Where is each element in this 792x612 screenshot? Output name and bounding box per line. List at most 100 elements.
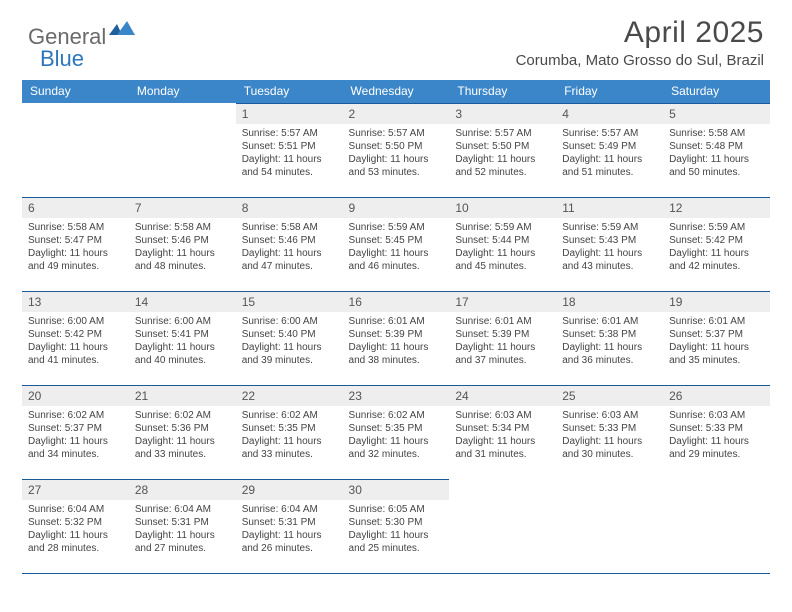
day-number: 26 (663, 385, 770, 406)
col-sunday: Sunday (22, 80, 129, 103)
day-cell: 5Sunrise: 5:58 AMSunset: 5:48 PMDaylight… (663, 103, 770, 197)
day-number: 19 (663, 291, 770, 312)
empty-day (449, 479, 556, 499)
day-content: Sunrise: 5:57 AMSunset: 5:51 PMDaylight:… (236, 124, 343, 183)
day-number: 28 (129, 479, 236, 500)
sunrise-text: Sunrise: 6:00 AM (28, 315, 123, 328)
sunset-text: Sunset: 5:48 PM (669, 140, 764, 153)
day-number: 30 (343, 479, 450, 500)
day-content: Sunrise: 6:04 AMSunset: 5:31 PMDaylight:… (129, 500, 236, 559)
daylight-text: Daylight: 11 hours and 30 minutes. (562, 435, 657, 461)
empty-day (556, 479, 663, 499)
day-number: 18 (556, 291, 663, 312)
sunrise-text: Sunrise: 5:59 AM (669, 221, 764, 234)
day-cell: 30Sunrise: 6:05 AMSunset: 5:30 PMDayligh… (343, 479, 450, 573)
sunrise-text: Sunrise: 6:04 AM (242, 503, 337, 516)
day-content: Sunrise: 6:01 AMSunset: 5:38 PMDaylight:… (556, 312, 663, 371)
sunrise-text: Sunrise: 6:02 AM (349, 409, 444, 422)
empty-day (22, 103, 129, 123)
sunrise-text: Sunrise: 6:02 AM (242, 409, 337, 422)
day-content: Sunrise: 6:00 AMSunset: 5:41 PMDaylight:… (129, 312, 236, 371)
logo-mark-icon (109, 21, 135, 41)
day-number: 27 (22, 479, 129, 500)
day-cell: 13Sunrise: 6:00 AMSunset: 5:42 PMDayligh… (22, 291, 129, 385)
day-number: 17 (449, 291, 556, 312)
day-number: 22 (236, 385, 343, 406)
day-number: 15 (236, 291, 343, 312)
day-number: 9 (343, 197, 450, 218)
sunrise-text: Sunrise: 6:04 AM (135, 503, 230, 516)
bottom-rule (22, 573, 770, 574)
day-number: 10 (449, 197, 556, 218)
day-cell: 26Sunrise: 6:03 AMSunset: 5:33 PMDayligh… (663, 385, 770, 479)
daylight-text: Daylight: 11 hours and 52 minutes. (455, 153, 550, 179)
day-content: Sunrise: 6:02 AMSunset: 5:35 PMDaylight:… (343, 406, 450, 465)
sunset-text: Sunset: 5:32 PM (28, 516, 123, 529)
sunrise-text: Sunrise: 6:03 AM (669, 409, 764, 422)
day-content: Sunrise: 6:00 AMSunset: 5:42 PMDaylight:… (22, 312, 129, 371)
day-cell: 6Sunrise: 5:58 AMSunset: 5:47 PMDaylight… (22, 197, 129, 291)
day-cell: 8Sunrise: 5:58 AMSunset: 5:46 PMDaylight… (236, 197, 343, 291)
daylight-text: Daylight: 11 hours and 41 minutes. (28, 341, 123, 367)
sunrise-text: Sunrise: 6:05 AM (349, 503, 444, 516)
sunrise-text: Sunrise: 5:58 AM (28, 221, 123, 234)
day-cell: 23Sunrise: 6:02 AMSunset: 5:35 PMDayligh… (343, 385, 450, 479)
week-row: 6Sunrise: 5:58 AMSunset: 5:47 PMDaylight… (22, 197, 770, 291)
day-content: Sunrise: 5:59 AMSunset: 5:44 PMDaylight:… (449, 218, 556, 277)
daylight-text: Daylight: 11 hours and 33 minutes. (242, 435, 337, 461)
day-number: 7 (129, 197, 236, 218)
day-number: 25 (556, 385, 663, 406)
day-content: Sunrise: 6:01 AMSunset: 5:37 PMDaylight:… (663, 312, 770, 371)
daylight-text: Daylight: 11 hours and 28 minutes. (28, 529, 123, 555)
sunset-text: Sunset: 5:40 PM (242, 328, 337, 341)
empty-day (129, 103, 236, 123)
col-tuesday: Tuesday (236, 80, 343, 103)
day-number: 6 (22, 197, 129, 218)
month-title: April 2025 (516, 16, 764, 50)
daylight-text: Daylight: 11 hours and 43 minutes. (562, 247, 657, 273)
daylight-text: Daylight: 11 hours and 49 minutes. (28, 247, 123, 273)
week-row: 13Sunrise: 6:00 AMSunset: 5:42 PMDayligh… (22, 291, 770, 385)
sunrise-text: Sunrise: 5:59 AM (562, 221, 657, 234)
day-content: Sunrise: 6:01 AMSunset: 5:39 PMDaylight:… (449, 312, 556, 371)
sunrise-text: Sunrise: 5:57 AM (349, 127, 444, 140)
day-cell: 7Sunrise: 5:58 AMSunset: 5:46 PMDaylight… (129, 197, 236, 291)
sunrise-text: Sunrise: 5:58 AM (135, 221, 230, 234)
day-content: Sunrise: 6:02 AMSunset: 5:37 PMDaylight:… (22, 406, 129, 465)
sunset-text: Sunset: 5:39 PM (455, 328, 550, 341)
sunrise-text: Sunrise: 6:04 AM (28, 503, 123, 516)
sunrise-text: Sunrise: 6:02 AM (135, 409, 230, 422)
day-number: 21 (129, 385, 236, 406)
day-number: 16 (343, 291, 450, 312)
sunset-text: Sunset: 5:36 PM (135, 422, 230, 435)
daylight-text: Daylight: 11 hours and 31 minutes. (455, 435, 550, 461)
daylight-text: Daylight: 11 hours and 45 minutes. (455, 247, 550, 273)
col-saturday: Saturday (663, 80, 770, 103)
day-content: Sunrise: 5:57 AMSunset: 5:50 PMDaylight:… (449, 124, 556, 183)
daylight-text: Daylight: 11 hours and 27 minutes. (135, 529, 230, 555)
daylight-text: Daylight: 11 hours and 29 minutes. (669, 435, 764, 461)
day-cell: 14Sunrise: 6:00 AMSunset: 5:41 PMDayligh… (129, 291, 236, 385)
day-cell: 12Sunrise: 5:59 AMSunset: 5:42 PMDayligh… (663, 197, 770, 291)
daylight-text: Daylight: 11 hours and 50 minutes. (669, 153, 764, 179)
day-cell: 2Sunrise: 5:57 AMSunset: 5:50 PMDaylight… (343, 103, 450, 197)
location-label: Corumba, Mato Grosso do Sul, Brazil (516, 52, 764, 69)
daylight-text: Daylight: 11 hours and 48 minutes. (135, 247, 230, 273)
day-cell: 4Sunrise: 5:57 AMSunset: 5:49 PMDaylight… (556, 103, 663, 197)
daylight-text: Daylight: 11 hours and 34 minutes. (28, 435, 123, 461)
col-friday: Friday (556, 80, 663, 103)
day-number: 23 (343, 385, 450, 406)
sunrise-text: Sunrise: 6:02 AM (28, 409, 123, 422)
empty-day (663, 479, 770, 499)
day-number: 5 (663, 103, 770, 124)
logo-text-blue: Blue (40, 46, 84, 72)
daylight-text: Daylight: 11 hours and 26 minutes. (242, 529, 337, 555)
day-content: Sunrise: 5:59 AMSunset: 5:43 PMDaylight:… (556, 218, 663, 277)
sunrise-text: Sunrise: 6:03 AM (562, 409, 657, 422)
day-cell: 28Sunrise: 6:04 AMSunset: 5:31 PMDayligh… (129, 479, 236, 573)
daylight-text: Daylight: 11 hours and 35 minutes. (669, 341, 764, 367)
day-content: Sunrise: 6:00 AMSunset: 5:40 PMDaylight:… (236, 312, 343, 371)
daylight-text: Daylight: 11 hours and 51 minutes. (562, 153, 657, 179)
day-cell: 25Sunrise: 6:03 AMSunset: 5:33 PMDayligh… (556, 385, 663, 479)
day-cell (663, 479, 770, 573)
